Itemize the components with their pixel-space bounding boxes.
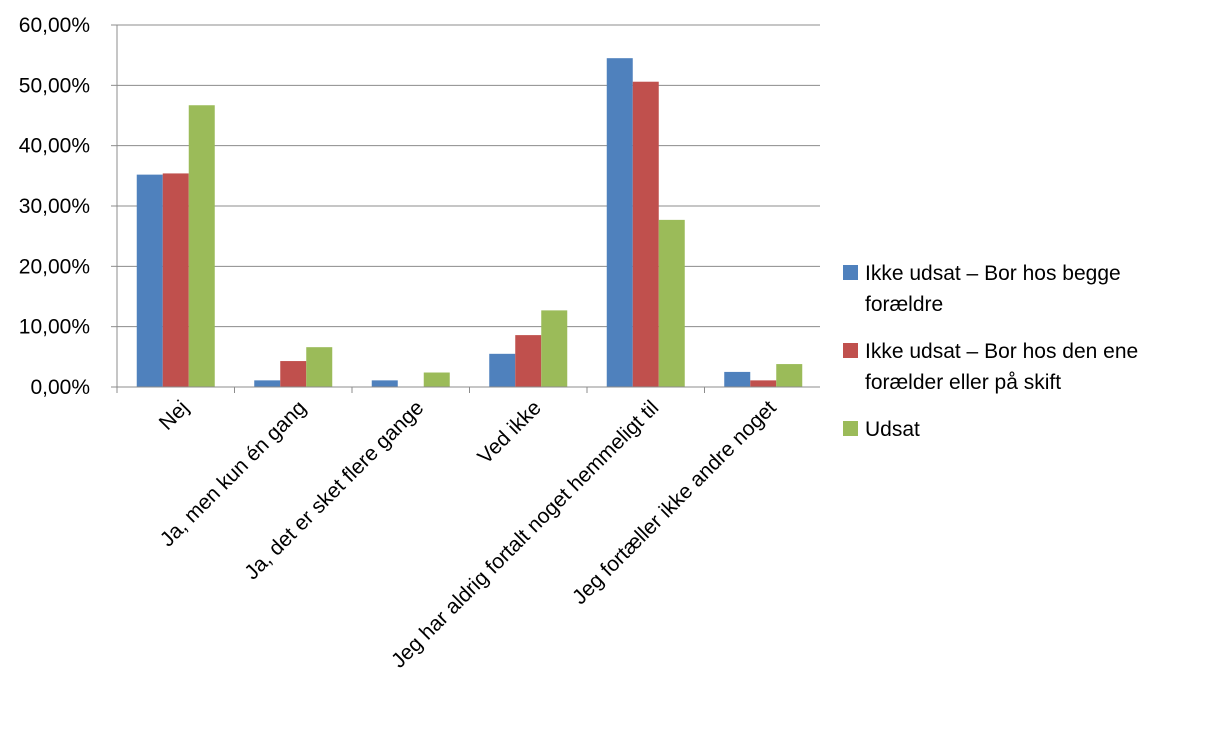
bar-series-1: [371, 380, 398, 387]
legend-swatch-series-2: [843, 343, 858, 358]
bar-series-2: [280, 361, 307, 387]
y-tick-label: 10,00%: [19, 316, 90, 339]
x-tick-label: Nej: [155, 396, 194, 435]
x-tick-label: Jeg fortæller ikke andre noget: [568, 396, 781, 609]
bar-series-3: [188, 105, 215, 387]
y-tick-label: 20,00%: [19, 255, 90, 278]
bar-series-2: [515, 335, 542, 387]
bars: [136, 58, 803, 388]
bar-series-2: [632, 81, 659, 388]
bar-series-1: [606, 58, 633, 387]
bar-series-2: [750, 380, 777, 387]
bar-series-3: [306, 347, 333, 387]
legend-item-series-1: Ikke udsat – Bor hos begge forældre: [843, 258, 1203, 320]
y-tick-label: 50,00%: [19, 74, 90, 97]
y-tick-label: 30,00%: [19, 195, 90, 218]
x-tick-label: Jeg har aldrig fortalt noget hemmeligt t…: [387, 396, 663, 672]
bar-series-1: [489, 353, 516, 387]
y-axis-tick-labels: 0,00% 10,00% 20,00% 30,00% 40,00% 50,00% 60,00…: [19, 14, 90, 399]
bar-series-3: [423, 372, 450, 387]
bar-series-1: [724, 371, 751, 387]
legend-swatch-series-3: [843, 421, 858, 436]
x-tick-label: Ved ikke: [473, 396, 545, 468]
gridlines: [111, 24, 820, 388]
legend-label-series-2: Ikke udsat – Bor hos den ene forælder el…: [865, 340, 1139, 394]
bar-series-1: [136, 174, 163, 387]
bar-series-3: [541, 310, 568, 387]
bar-chart: 0,00% 10,00% 20,00% 30,00% 40,00% 50,00% 60,00…: [19, 14, 820, 673]
bar-series-2: [162, 173, 189, 387]
legend: Ikke udsat – Bor hos begge forældre Ikke…: [843, 258, 1203, 461]
y-tick-label: 0,00%: [30, 376, 90, 399]
legend-label-series-1: Ikke udsat – Bor hos begge forældre: [865, 262, 1121, 316]
legend-label-series-3: Udsat: [865, 418, 920, 441]
legend-item-series-2: Ikke udsat – Bor hos den ene forælder el…: [843, 336, 1203, 398]
y-tick-label: 60,00%: [19, 14, 90, 37]
bar-series-3: [658, 219, 685, 387]
bar-series-3: [776, 364, 803, 387]
axes: [116, 25, 820, 393]
legend-swatch-series-1: [843, 265, 858, 280]
y-tick-label: 40,00%: [19, 135, 90, 158]
bar-series-1: [254, 380, 281, 387]
legend-item-series-3: Udsat: [843, 414, 1203, 445]
